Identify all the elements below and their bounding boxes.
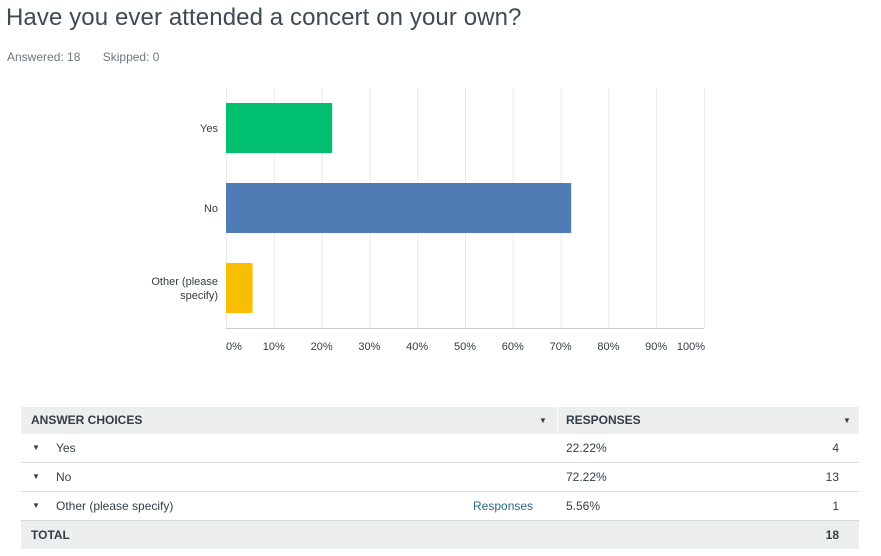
x-tick-label: 70% — [550, 341, 572, 353]
row-percent: 72.22% — [566, 470, 607, 484]
category-label: No — [204, 203, 218, 215]
question-title: Have you ever attended a concert on your… — [6, 4, 522, 31]
x-tick-label: 80% — [597, 341, 619, 353]
table-total-row: TOTAL 18 — [21, 521, 859, 549]
answer-table: ANSWER CHOICES ▼ RESPONSES ▼ ▼ Yes 22.22… — [21, 407, 859, 549]
total-label: TOTAL — [31, 528, 70, 542]
x-tick-label: 10% — [263, 341, 285, 353]
category-label: Yes — [200, 123, 218, 135]
row-count: 1 — [832, 499, 839, 513]
x-tick-label: 50% — [454, 341, 476, 353]
x-tick-label: 90% — [645, 341, 667, 353]
row-count: 4 — [832, 441, 839, 455]
row-percent: 5.56% — [566, 499, 601, 513]
row-count: 13 — [825, 470, 839, 484]
expand-row-icon[interactable]: ▼ — [32, 443, 40, 452]
header-answer-choices[interactable]: ANSWER CHOICES — [31, 413, 143, 427]
row-percent: 22.22% — [566, 441, 607, 455]
x-tick-label: 20% — [311, 341, 333, 353]
expand-row-icon[interactable]: ▼ — [32, 501, 40, 510]
table-header: ANSWER CHOICES ▼ RESPONSES ▼ — [21, 407, 859, 434]
bar-chart: 0% 10% 20% 30% 40% 50% 60% 70% 80% 90% 100% Yes No Ot… — [151, 88, 705, 353]
table-row: ▼ Other (please specify) Responses 5.56%… — [21, 492, 859, 521]
category-label: Other (please — [151, 276, 218, 288]
skipped-count: Skipped: 0 — [102, 50, 160, 64]
response-stats: Answered: 18 Skipped: 0 — [7, 50, 178, 64]
bar-other — [226, 263, 253, 313]
row-label: Yes — [56, 441, 76, 455]
expand-row-icon[interactable]: ▼ — [32, 472, 40, 481]
x-tick-label: 40% — [406, 341, 428, 353]
row-label: No — [56, 470, 72, 484]
responses-link[interactable]: Responses — [473, 499, 534, 513]
x-tick-label: 0% — [226, 341, 242, 353]
bar-yes — [226, 103, 333, 153]
x-tick-label: 60% — [502, 341, 524, 353]
bar-no — [226, 183, 572, 233]
header-responses[interactable]: RESPONSES — [566, 413, 641, 427]
x-tick-label: 100% — [677, 341, 705, 353]
row-label: Other (please specify) — [56, 499, 174, 513]
answered-count: Answered: 18 — [7, 50, 81, 64]
header-divider — [557, 407, 558, 434]
table-row: ▼ Yes 22.22% 4 — [21, 434, 859, 463]
sort-responses-icon[interactable]: ▼ — [843, 416, 851, 425]
total-count: 18 — [825, 528, 839, 542]
table-row: ▼ No 72.22% 13 — [21, 463, 859, 492]
sort-choices-icon[interactable]: ▼ — [539, 416, 547, 425]
x-tick-label: 30% — [358, 341, 380, 353]
category-label: specify) — [180, 290, 218, 302]
